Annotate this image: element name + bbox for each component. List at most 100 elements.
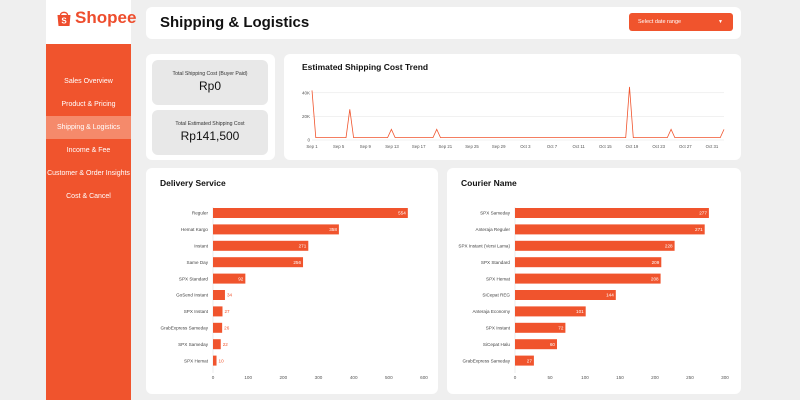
- sidebar-item-shipping-logistics[interactable]: Shipping & Logistics: [46, 116, 131, 139]
- bar-x-tick: 0: [212, 375, 215, 380]
- shopping-bag-icon: S: [57, 11, 71, 26]
- bar-x-tick: 50: [547, 375, 553, 380]
- trend-x-tick: Oct 23: [652, 144, 665, 149]
- bar-x-tick: 600: [420, 375, 428, 380]
- bar-category-label: Anteraja Reguler: [476, 227, 511, 232]
- trend-x-tick: Oct 3: [520, 144, 531, 149]
- bar: [213, 322, 223, 333]
- bar-value-label: 554: [398, 211, 406, 216]
- bar-value-label: 256: [293, 260, 301, 265]
- trend-y-tick: 0: [307, 138, 310, 143]
- bar: [515, 339, 557, 350]
- bar-category-label: SPX Hemat: [486, 276, 511, 281]
- courier-name-chart: 0 50 100 150 200 250 300 SPX Sameday 277 Anteraja…: [458, 207, 729, 380]
- bar: [213, 290, 225, 300]
- bar-category-label: SiCepat Halu: [483, 342, 511, 347]
- bar-x-tick: 100: [581, 375, 589, 380]
- bar-value-label: 228: [665, 244, 673, 249]
- bar-x-tick: 400: [350, 375, 358, 380]
- sidebar-item-income-fee[interactable]: Income & Fee: [66, 147, 111, 154]
- bar: [515, 322, 566, 333]
- bar-category-label: GrabExpress Sameday: [161, 326, 209, 331]
- kpi-card-buyer-paid: Total Shipping Cost (Buyer Paid) Rp0: [152, 60, 268, 105]
- kpi-value: Rp0: [198, 79, 221, 93]
- bar: [515, 306, 586, 317]
- trend-y-tick: 40K: [302, 90, 310, 95]
- trend-x-tick: Sep 25: [465, 144, 479, 149]
- bar-category-label: Anteraja Economy: [472, 309, 510, 314]
- bar-x-tick: 300: [721, 375, 729, 380]
- bar-category-label: SPX Sameday: [178, 342, 209, 347]
- svg-text:S: S: [61, 16, 67, 25]
- sidebar: [46, 44, 131, 400]
- kpi-label: Total Shipping Cost (Buyer Paid): [172, 71, 248, 77]
- bar-value-label: 72: [558, 326, 564, 331]
- trend-x-tick: Sep 5: [333, 144, 345, 149]
- page-header: Shipping & Logistics Select date range ▼: [146, 7, 741, 39]
- date-range-label: Select date range: [638, 19, 682, 25]
- bar-x-tick: 100: [244, 375, 252, 380]
- bar-category-label: SPX Instant: [486, 326, 511, 331]
- trend-y-tick: 20K: [302, 114, 310, 119]
- trend-chart: 0 20K 40K Sep 1 Sep 5 Sep 9 Sep 13 Sep 17 Sep 21…: [302, 86, 725, 149]
- bar: [213, 240, 309, 251]
- kpi-card-estimated: Total Estimated Shipping Cost Rp141,500: [152, 110, 268, 155]
- courier-name-card: Courier Name 0 50 100 150 200 250 300 SPX Samed…: [447, 168, 741, 394]
- bar-category-label: Same Day: [187, 260, 209, 265]
- bar-category-label: Instant: [194, 244, 209, 249]
- sidebar-nav: Sales Overview Product & Pricing Shippin…: [46, 70, 131, 208]
- bar-value-label: 144: [606, 293, 614, 298]
- bar-x-tick: 200: [651, 375, 659, 380]
- trend-x-tick: Oct 19: [626, 144, 639, 149]
- bar: [213, 355, 217, 366]
- bar-value-label: 358: [329, 227, 337, 232]
- bar-category-label: SPX Hemat: [184, 358, 209, 363]
- courier-name-title: Courier Name: [461, 178, 517, 188]
- trend-x-tick: Sep 13: [385, 144, 399, 149]
- sidebar-item-sales-overview[interactable]: Sales Overview: [64, 78, 113, 85]
- trend-x-tick: Sep 1: [306, 144, 318, 149]
- bar-category-label: GoSend Instant: [176, 293, 209, 298]
- bar-category-label: Hemat Kargo: [181, 227, 209, 232]
- bar-x-tick: 300: [315, 375, 323, 380]
- bar: [515, 240, 675, 251]
- bar: [213, 208, 408, 218]
- trend-x-tick: Oct 15: [599, 144, 612, 149]
- bar-value-label: 60: [550, 342, 556, 347]
- bar-value-label: 92: [238, 276, 244, 281]
- sidebar-item-product-pricing[interactable]: Product & Pricing: [61, 101, 116, 108]
- bar-category-label: SiCepat REG: [482, 293, 510, 298]
- bar-value-label: 271: [695, 227, 703, 232]
- bar: [515, 257, 662, 268]
- bar: [213, 257, 304, 268]
- bar: [213, 339, 221, 350]
- bar-value-label: 10: [219, 358, 225, 363]
- bar-value-label: 209: [652, 260, 660, 265]
- bar-x-tick: 200: [279, 375, 287, 380]
- page-title: Shipping & Logistics: [160, 14, 310, 31]
- brand-logo[interactable]: S Shopee: [56, 8, 136, 28]
- date-range-picker[interactable]: Select date range ▼: [629, 13, 733, 31]
- trend-x-tick: Oct 11: [572, 144, 585, 149]
- sidebar-item-cost-cancel[interactable]: Cost & Cancel: [66, 193, 111, 200]
- bar-x-tick: 500: [385, 375, 393, 380]
- bar: [515, 290, 616, 300]
- trend-x-tick: Sep 9: [360, 144, 372, 149]
- trend-x-tick: Sep 17: [412, 144, 426, 149]
- bar-category-label: Reguler: [192, 211, 209, 216]
- bar-category-label: GrabExpress Sameday: [463, 358, 511, 363]
- brand-name: Shopee: [75, 8, 137, 27]
- trend-x-tick: Oct 7: [547, 144, 558, 149]
- delivery-service-chart: 0 100 200 300 400 500 600 Reguler 554 Hemat Kargo…: [161, 207, 428, 380]
- bar: [515, 208, 709, 218]
- sidebar-item-customer-order-insights[interactable]: Customer & Order Insights: [47, 170, 130, 177]
- bar-value-label: 27: [527, 358, 533, 363]
- bar-value-label: 208: [651, 276, 659, 281]
- delivery-service-card: Delivery Service 0 100 200 300 400 500 600 Regu…: [146, 168, 438, 394]
- trend-x-tick: Oct 31: [706, 144, 719, 149]
- bar-x-tick: 0: [514, 375, 517, 380]
- bar-category-label: SPX Sameday: [480, 211, 511, 216]
- trend-series-line: [311, 86, 725, 139]
- bar-x-tick: 250: [686, 375, 694, 380]
- bar-value-label: 22: [223, 342, 229, 347]
